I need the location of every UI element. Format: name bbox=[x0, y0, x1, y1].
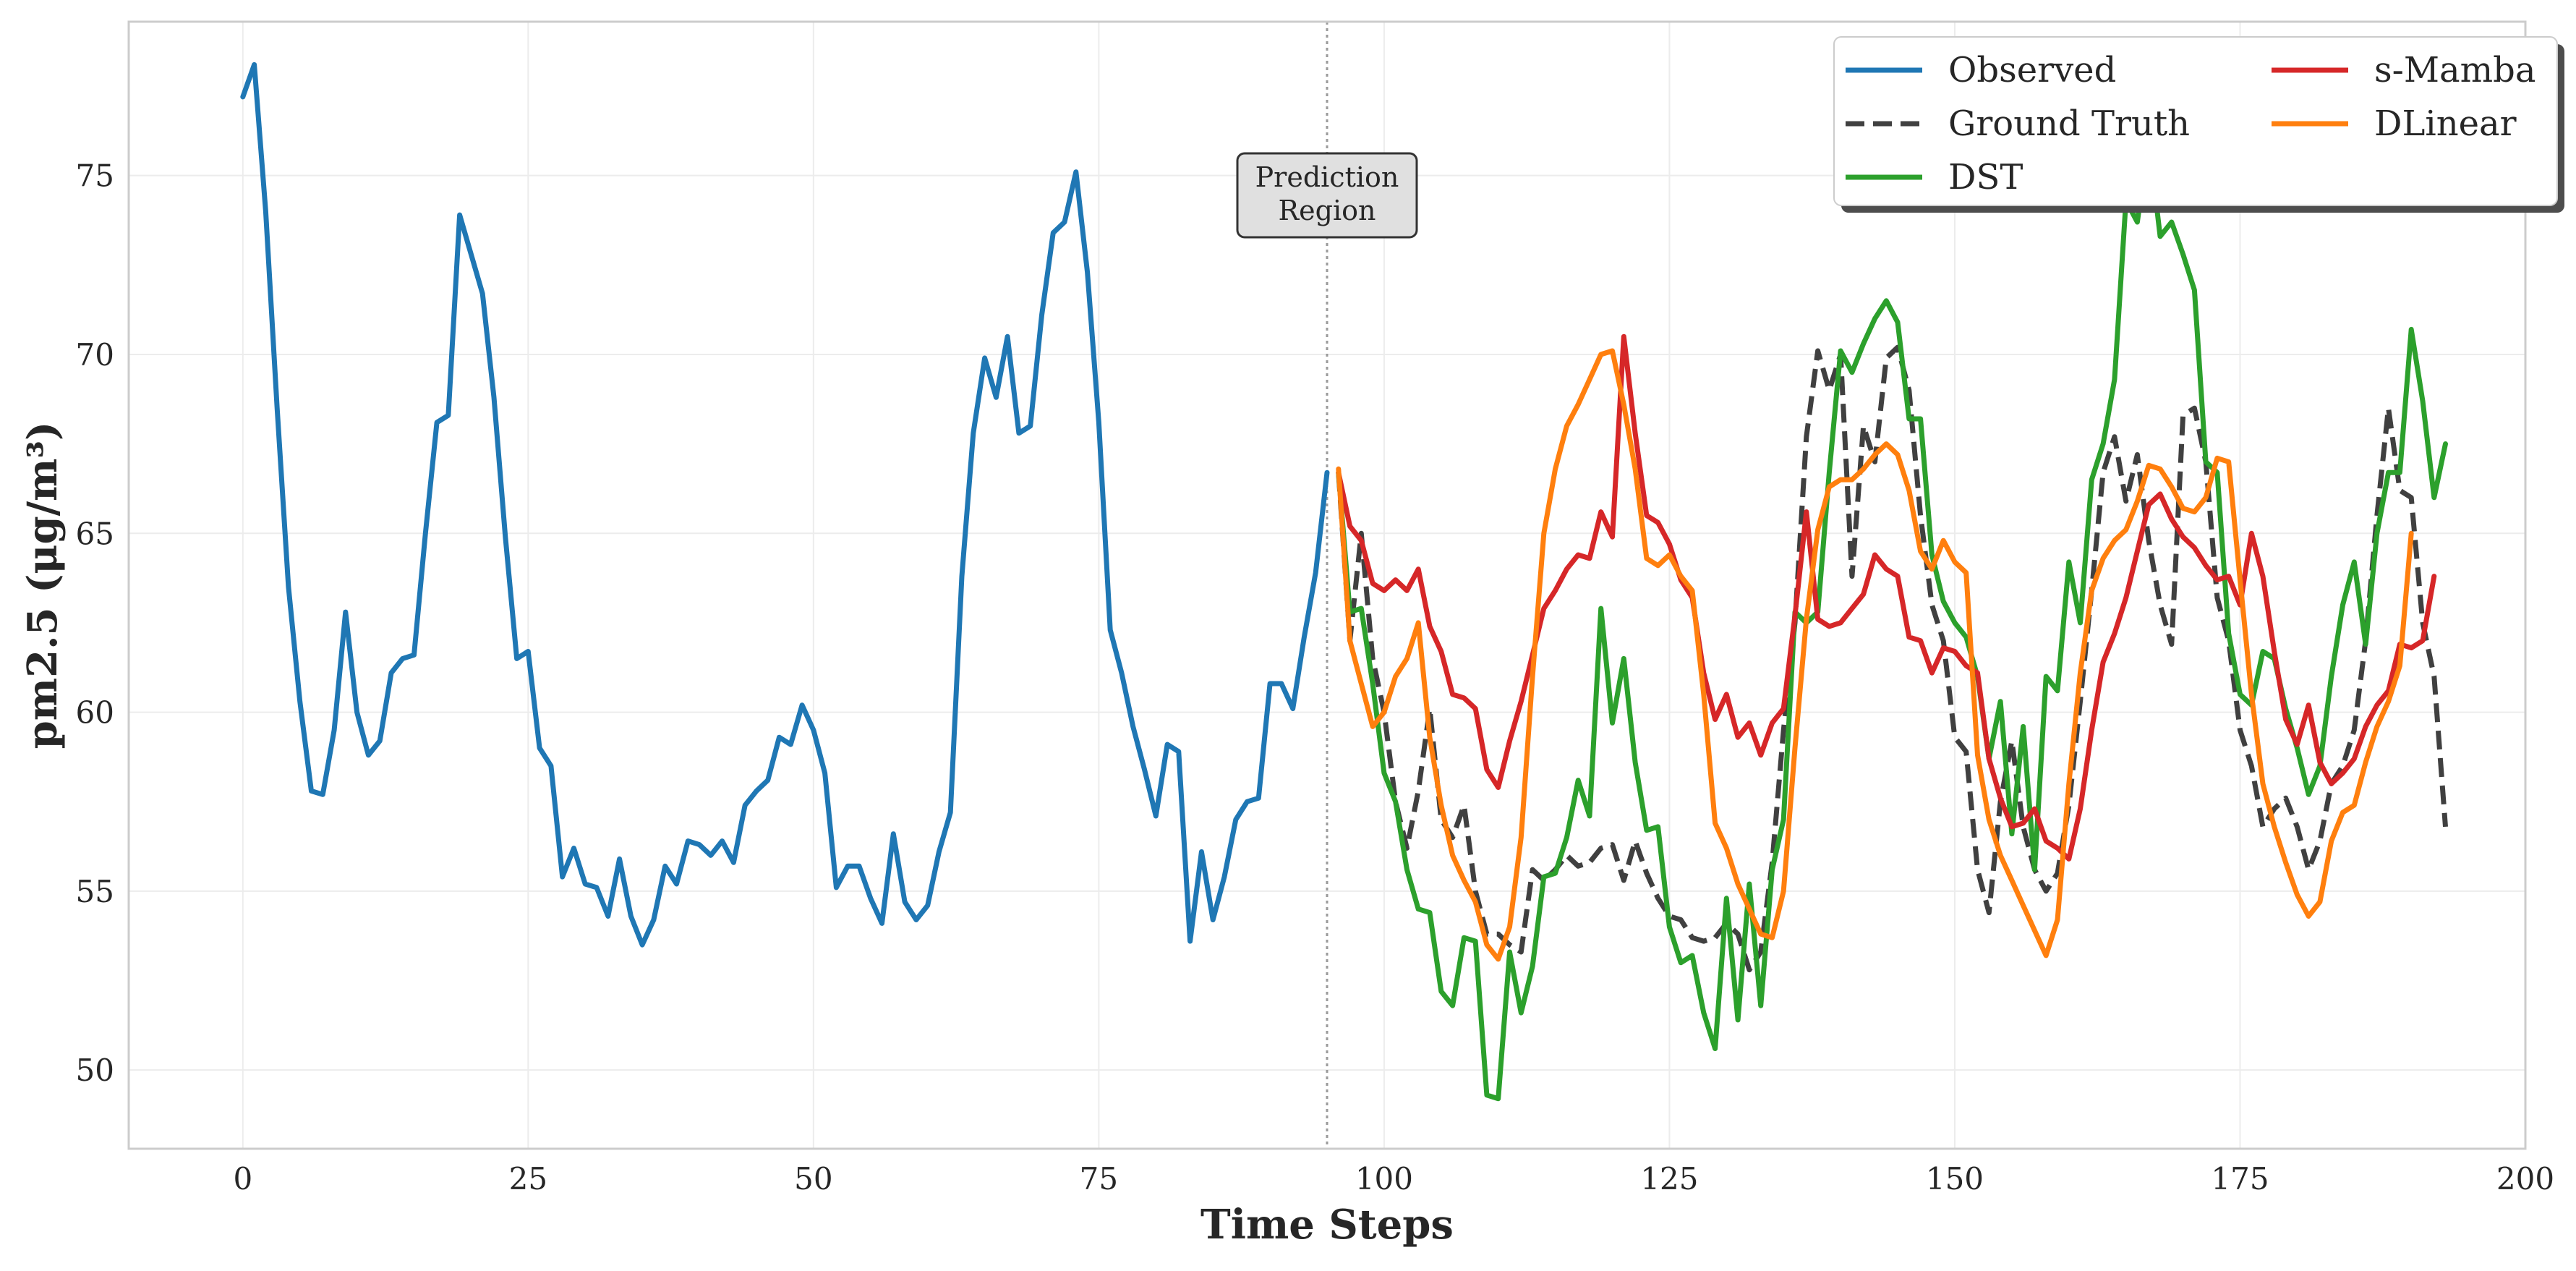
x-tick-label: 200 bbox=[2496, 1161, 2554, 1196]
x-tick-label: 125 bbox=[1640, 1161, 1698, 1196]
series-line-dst bbox=[1336, 137, 2448, 1102]
x-tick-label: 25 bbox=[509, 1161, 547, 1196]
annotation-text: Prediction bbox=[1255, 161, 1399, 193]
legend-label-dlinear: DLinear bbox=[2374, 103, 2517, 144]
y-tick-label: 55 bbox=[76, 874, 114, 909]
legend-label-dst: DST bbox=[1948, 157, 2023, 197]
y-tick-label: 60 bbox=[76, 695, 114, 731]
y-tick-label: 65 bbox=[76, 516, 114, 551]
series-line-observed bbox=[240, 61, 1330, 948]
y-tick-label: 75 bbox=[76, 158, 114, 194]
legend-label-observed: Observed bbox=[1948, 50, 2116, 90]
x-tick-label: 100 bbox=[1355, 1161, 1413, 1196]
annotation-text: Region bbox=[1279, 195, 1376, 226]
x-axis-title: Time Steps bbox=[1200, 1201, 1454, 1249]
series-line-s-mamba bbox=[1336, 333, 2437, 862]
x-tick-label: 75 bbox=[1080, 1161, 1118, 1196]
x-tick-label: 50 bbox=[794, 1161, 832, 1196]
x-tick-label: 175 bbox=[2211, 1161, 2269, 1196]
y-axis-title: pm2.5 (μg/m³) bbox=[19, 422, 67, 749]
legend-frame bbox=[1833, 36, 2558, 206]
x-tick-label: 150 bbox=[1926, 1161, 1984, 1196]
annotation-box bbox=[1236, 152, 1418, 239]
y-tick-label: 70 bbox=[76, 337, 114, 373]
legend-label-s-mamba: s-Mamba bbox=[2374, 50, 2536, 90]
series-line-dlinear bbox=[1336, 348, 2414, 962]
x-tick-label: 0 bbox=[233, 1161, 252, 1196]
y-tick-label: 50 bbox=[76, 1053, 114, 1088]
series-line-ground-truth bbox=[1336, 344, 2448, 973]
legend: Observed Ground Truth DST s-Mamba DLinear bbox=[1833, 36, 2564, 213]
plot-frame bbox=[127, 20, 2527, 1150]
legend-label-ground-truth: Ground Truth bbox=[1948, 103, 2190, 144]
